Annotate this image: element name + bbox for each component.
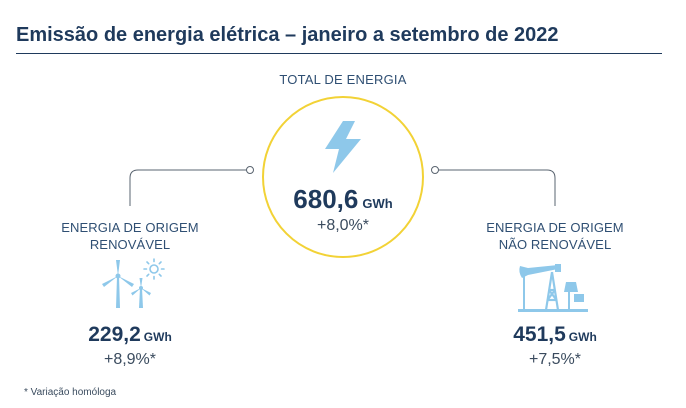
non-renewable-unit: GWh [568, 330, 597, 344]
footnote: * Variação homóloga [24, 387, 117, 398]
total-energy-label: TOTAL DE ENERGIA [279, 72, 407, 87]
non-renewable-value: 451,5 GWh [455, 323, 655, 347]
oil-pump-icon [518, 262, 588, 312]
total-energy-change: +8,0%* [316, 217, 370, 234]
renewable-label-line2: RENOVÁVEL [89, 237, 171, 252]
renewable-unit: GWh [143, 330, 172, 344]
non-renewable-number: 451,5 [513, 323, 566, 346]
renewable-label-line1: ENERGIA DE ORIGEM [61, 220, 199, 235]
total-energy-unit: GWh [362, 196, 393, 211]
connector-right-dot [431, 166, 439, 174]
connector-left [129, 169, 248, 206]
renewable-value: 229,2 GWh [30, 323, 230, 347]
non-renewable-change: +7,5%* [528, 351, 582, 368]
renewable-label: ENERGIA DE ORIGEM RENOVÁVEL [30, 219, 230, 253]
total-energy-value: 680,6 GWh [243, 184, 443, 215]
lightning-bolt-icon [321, 121, 365, 173]
page-title: Emissão de energia elétrica – janeiro a … [16, 24, 559, 46]
connector-right [437, 169, 556, 206]
title-divider [16, 53, 662, 54]
renewable-number: 229,2 [88, 323, 141, 346]
connector-left-dot [246, 166, 254, 174]
total-energy-number: 680,6 [293, 184, 359, 214]
non-renewable-label-line1: ENERGIA DE ORIGEM [486, 220, 624, 235]
total-energy-circle [262, 96, 424, 258]
non-renewable-label-line2: NÃO RENOVÁVEL [498, 237, 612, 252]
wind-turbines-sun-icon [96, 258, 168, 308]
renewable-change: +8,9%* [103, 351, 157, 368]
non-renewable-label: ENERGIA DE ORIGEM NÃO RENOVÁVEL [455, 219, 655, 253]
